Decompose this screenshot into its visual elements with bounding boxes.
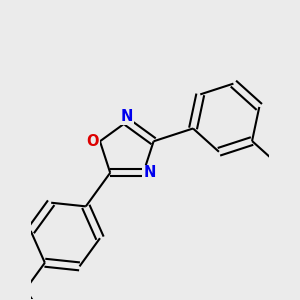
Text: N: N	[121, 109, 133, 124]
Text: N: N	[143, 165, 155, 180]
Text: O: O	[86, 134, 99, 149]
